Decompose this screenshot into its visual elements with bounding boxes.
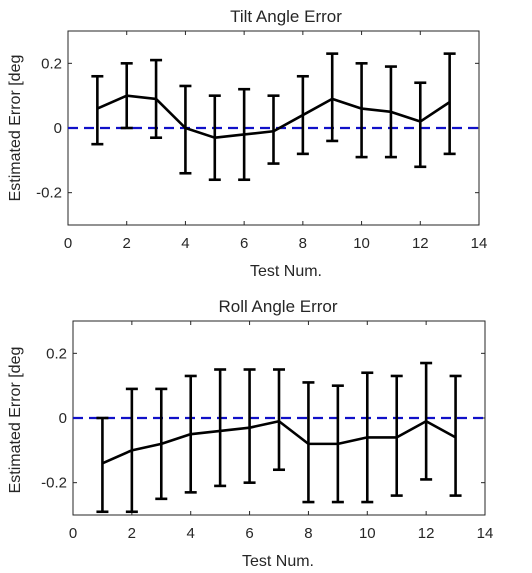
x-tick-label: 4 xyxy=(187,525,195,542)
x-tick-label: 0 xyxy=(64,235,72,252)
tilt-angle-chart: Tilt Angle Error 0 2 4 6 8 10 12 14 -0.2 0 0.2 Tes… xyxy=(7,7,487,280)
y-tick-label: 0.2 xyxy=(41,55,62,72)
x-tick-label: 4 xyxy=(181,235,189,252)
x-tick-label: 14 xyxy=(477,525,494,542)
y-tick-label: -0.2 xyxy=(36,185,62,202)
x-tick-label: 14 xyxy=(471,235,488,252)
y-axis-label: Estimated Error [deg xyxy=(7,347,24,494)
x-tick-label: 10 xyxy=(359,525,376,542)
x-tick-label: 2 xyxy=(128,525,136,542)
y-tick-label: 0 xyxy=(59,410,67,427)
chart-title: Tilt Angle Error xyxy=(230,7,342,26)
x-tick-label: 6 xyxy=(240,235,248,252)
chart-title: Roll Angle Error xyxy=(218,297,337,316)
x-tick-label: 0 xyxy=(69,525,77,542)
x-tick-label: 2 xyxy=(123,235,131,252)
y-tick-label: -0.2 xyxy=(41,475,67,492)
mean-error-line xyxy=(101,419,457,465)
x-tick-label: 6 xyxy=(245,525,253,542)
plot-area: 0 2 4 6 8 10 12 14 -0.2 0 0.2 xyxy=(41,320,494,542)
x-tick-label: 10 xyxy=(353,235,370,252)
y-tick-label: 0 xyxy=(54,120,62,137)
x-tick-label: 8 xyxy=(299,235,307,252)
x-tick-label: 8 xyxy=(304,525,312,542)
y-axis-label: Estimated Error [deg xyxy=(7,55,24,202)
x-axis-label: Test Num. xyxy=(242,553,314,570)
x-tick-label: 12 xyxy=(418,525,435,542)
mean-error-line xyxy=(96,94,451,139)
y-tick-label: 0.2 xyxy=(46,345,67,362)
roll-angle-chart: Roll Angle Error 0 2 4 6 8 10 12 14 -0.2 0 0.2 Tes… xyxy=(7,297,493,570)
x-axis-label: Test Num. xyxy=(250,263,322,280)
x-tick-label: 12 xyxy=(412,235,429,252)
plot-area: 0 2 4 6 8 10 12 14 -0.2 0 0.2 xyxy=(36,30,488,252)
